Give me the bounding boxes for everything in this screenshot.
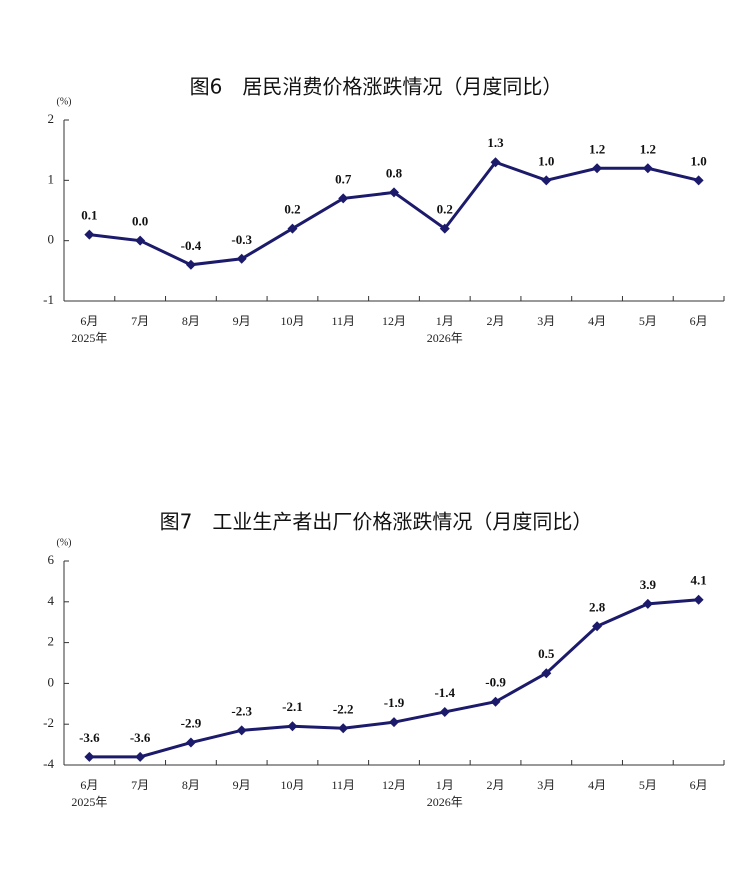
x-year-label: 2025年 [71,795,107,809]
x-tick-label: 8月 [182,314,200,328]
x-tick-label: 1月 [436,314,454,328]
value-label: 1.2 [640,141,656,156]
data-point [439,223,450,234]
value-label: -0.4 [181,238,202,253]
value-label: 2.8 [589,599,606,614]
y-tick-label: 4 [48,593,55,608]
value-label: -1.9 [384,695,405,710]
x-tick-label: 2月 [487,314,505,328]
data-point [185,259,196,270]
y-tick-label: -2 [43,715,54,730]
value-label: -2.1 [282,699,303,714]
x-tick-label: 5月 [639,314,657,328]
data-point [236,253,247,264]
data-point [338,723,349,734]
x-tick-label: 7月 [131,778,149,792]
y-tick-label: 0 [48,232,55,247]
data-point [541,175,552,186]
data-point [236,725,247,736]
data-point [642,163,653,174]
data-point [84,751,95,762]
value-label: -3.6 [130,730,151,745]
x-tick-label: 6月 [690,778,708,792]
y-tick-label: -4 [43,756,54,771]
value-label: -2.2 [333,701,354,716]
value-label: 0.0 [132,214,148,229]
data-point [693,594,704,605]
value-label: -1.4 [434,685,455,700]
value-label: 0.2 [437,202,453,217]
x-year-label: 2025年 [71,331,107,345]
data-point [389,187,399,198]
unit-label: (%) [57,96,72,107]
data-point [541,668,552,679]
value-label: 1.0 [690,153,706,168]
value-label: 0.8 [386,165,403,180]
y-tick-label: 1 [48,171,55,186]
x-year-label: 2026年 [427,331,463,345]
x-tick-label: 5月 [639,778,657,792]
value-label: -2.3 [231,703,252,718]
value-label: 1.2 [589,141,605,156]
data-line [89,598,699,759]
value-label: 0.2 [284,202,300,217]
data-point [592,621,603,632]
x-tick-label: 3月 [537,778,555,792]
value-label: 0.7 [335,171,352,186]
x-tick-label: 7月 [131,314,149,328]
data-point [592,163,603,174]
x-tick-label: 8月 [182,778,200,792]
x-tick-label: 12月 [382,314,406,328]
data-point [693,175,704,186]
y-tick-label: 2 [48,634,55,649]
value-label: 3.9 [640,577,657,592]
value-label: 0.1 [81,208,97,223]
x-tick-label: 9月 [233,314,251,328]
x-tick-label: 12月 [382,778,406,792]
chart-title: 图7 工业生产者出厂价格涨跌情况（月度同比） [160,510,593,534]
x-tick-label: 6月 [80,778,98,792]
value-label: 0.5 [538,646,555,661]
data-point [135,235,146,246]
value-label: 4.1 [690,573,706,588]
x-tick-label: 4月 [588,778,606,792]
y-tick-label: 0 [48,674,55,689]
y-tick-label: 6 [48,552,55,567]
value-label: 1.3 [487,135,504,150]
value-label: -0.9 [485,675,506,690]
data-point [439,706,450,717]
x-tick-label: 9月 [233,778,251,792]
x-tick-label: 10月 [280,314,304,328]
value-label: -0.3 [231,232,252,247]
x-tick-label: 6月 [690,314,708,328]
y-tick-label: -1 [43,292,54,307]
data-point [135,751,146,762]
x-tick-label: 10月 [280,778,304,792]
x-tick-label: 2月 [487,778,505,792]
data-point [642,598,653,609]
unit-label: (%) [57,537,72,548]
x-tick-label: 11月 [331,314,355,328]
data-point [389,717,399,728]
data-point [287,223,298,234]
value-label: -2.9 [181,716,202,731]
chart-title: 图6 居民消费价格涨跌情况（月度同比） [190,75,563,99]
x-tick-label: 11月 [331,778,355,792]
data-point [338,193,349,204]
data-point [490,157,501,168]
y-tick-label: 2 [48,111,55,126]
x-tick-label: 3月 [537,314,555,328]
value-label: 1.0 [538,153,554,168]
data-point [185,737,196,748]
x-tick-label: 1月 [436,778,454,792]
data-point [84,229,95,240]
value-label: -3.6 [79,730,100,745]
data-point [287,721,298,732]
x-year-label: 2026年 [427,795,463,809]
x-tick-label: 6月 [80,314,98,328]
data-point [490,696,501,707]
x-tick-label: 4月 [588,314,606,328]
